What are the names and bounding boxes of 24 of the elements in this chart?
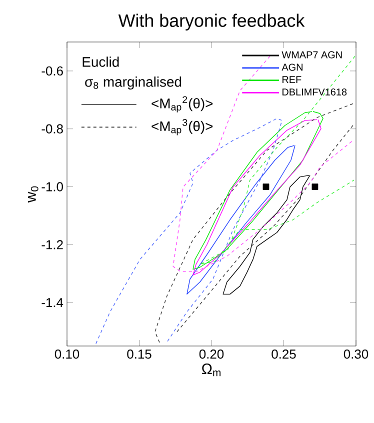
y-tick-label: -0.8 (42, 124, 63, 134)
legend-label: WMAP7 AGN (282, 51, 342, 58)
x-axis-title: Ω$_{m}$ (202, 364, 220, 376)
x-tick-label: 0.15 (127, 350, 152, 359)
line-series (222, 174, 310, 295)
annotation: <M$_{ap}$$^{2}$(θ)> (152, 96, 213, 112)
annotation: Euclid (82, 56, 119, 67)
y-tick-label: -1.0 (42, 182, 63, 192)
y-axis-title: w$_{0}$ (28, 186, 38, 203)
y-tick-label: -1.2 (42, 240, 63, 250)
legend-label: DBLIMFV1618 (282, 88, 347, 96)
line-series (186, 145, 296, 295)
legend-label: REF (282, 76, 302, 83)
y-tick-label: -0.6 (42, 66, 63, 76)
annotation: <M$_{ap}$$^{3}$(θ)> (152, 119, 213, 136)
x-tick-label: 0.20 (199, 350, 224, 359)
line-series (96, 118, 282, 344)
legend-label: AGN (282, 64, 302, 71)
x-tick-label: 0.25 (272, 350, 296, 359)
annotation: σ$_{8}$ marginalised (85, 76, 182, 90)
chart-title: With baryonic feedback (118, 14, 305, 31)
x-tick-label: 0.10 (54, 350, 80, 359)
x-tick-label: 0.30 (344, 350, 368, 359)
y-tick-label: -1.4 (42, 298, 64, 308)
